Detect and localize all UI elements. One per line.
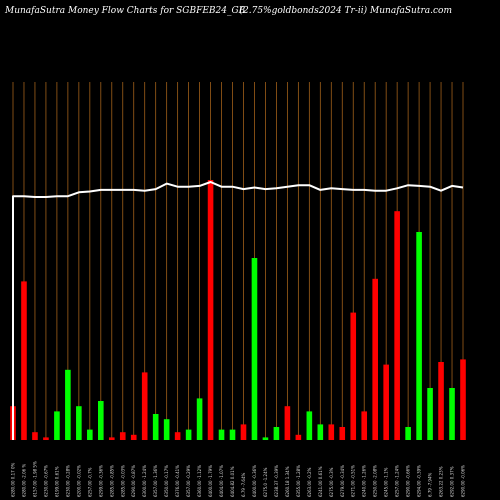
x-tick-label: 6290.00 -0.66% — [406, 465, 411, 497]
money-flow-bar — [405, 427, 411, 440]
x-tick-label: 6250.00 -2.08% — [373, 465, 378, 497]
x-tick-label: 6300.00 -1.24% — [142, 465, 147, 497]
money-flow-bar — [350, 312, 357, 440]
x-tick-label: 6.79 -7.94% — [428, 472, 433, 497]
x-tick-label: 6280.00 -2.06 % — [21, 464, 26, 497]
x-tick-label: 6275.00 -0.3% — [329, 467, 334, 497]
money-flow-bar — [427, 388, 433, 440]
money-flow-bar — [174, 432, 181, 440]
money-flow-bar — [152, 414, 159, 440]
money-flow-bar — [295, 434, 302, 440]
money-flow-bar — [416, 232, 422, 440]
x-tick-label: 6357.00 -0.29% — [186, 465, 191, 497]
x-tick-label: 6200.00 -0.02% — [76, 465, 81, 497]
money-flow-bar — [240, 424, 247, 440]
x-tick-label: 6245.00 -1.1% — [384, 467, 389, 497]
money-flow-bar — [284, 406, 291, 440]
x-tick-label: 6279.00 -0.34% — [340, 465, 345, 497]
money-flow-bar — [54, 411, 60, 440]
x-tick-label: 6275.0 -1.24% — [263, 467, 268, 497]
x-tick-label: 6230.00 -0.28% — [65, 465, 70, 497]
money-flow-bar — [43, 437, 49, 440]
money-flow-bar — [383, 364, 389, 440]
x-tick-label: 6240.00 -1.26% — [362, 465, 367, 497]
money-flow-bar — [218, 429, 225, 440]
x-tick-label: 6400.00 -0.36% — [252, 465, 257, 497]
x-tick-label: 6199.00 0.61% — [54, 466, 59, 497]
x-tick-label: 6257.00 -1.24% — [395, 465, 400, 497]
x-tick-label: 6360.00 -1.12% — [197, 465, 202, 497]
x-tick-label: 6355.00 -1.28% — [296, 465, 301, 497]
x-tick-label: 6290.00 -0.06% — [461, 465, 466, 497]
money-flow-bar — [98, 401, 104, 440]
money-flow-bar — [262, 437, 269, 440]
money-flow-bar — [449, 388, 455, 440]
x-tick-label: 6230.00 -0.67% — [43, 465, 48, 497]
money-flow-bar — [119, 432, 126, 440]
money-flow-bar — [372, 278, 378, 440]
money-flow-bar — [163, 419, 170, 440]
x-tick-label: 6404.82 0.01% — [230, 466, 235, 497]
money-flow-bar — [460, 359, 466, 440]
price-line-group — [12, 181, 464, 440]
x-tick-label: 6376.00 -0.41% — [175, 465, 180, 497]
money-flow-bar — [87, 429, 93, 440]
money-flow-bar — [273, 427, 280, 440]
money-flow-bar — [229, 429, 236, 440]
x-tick-label: 6290.00 -0.87% — [131, 465, 136, 497]
x-tick-label: 6241.00 0.61% — [318, 466, 323, 497]
x-tick-label: 6350.00 -0.17% — [164, 465, 169, 497]
money-flow-bar — [21, 281, 27, 440]
money-flow-bar — [65, 369, 71, 440]
x-tick-label: 6285.00 -0.85% — [109, 465, 114, 497]
x-tick-label: 6238.37 -0.39% — [274, 465, 279, 497]
money-flow-bar — [328, 424, 335, 440]
money-flow-bar — [317, 424, 324, 440]
x-tick-label: 6357.00 -1.36% — [153, 465, 158, 497]
money-flow-bar — [339, 427, 346, 440]
x-tick-label: 6.79 -7.64% — [241, 472, 246, 497]
money-flow-bar — [76, 406, 82, 440]
money-flow-bar — [130, 434, 137, 440]
x-tick-label: 6299.00 -0.36% — [98, 465, 103, 497]
x-tick-label: 6263.22 0.23% — [439, 466, 444, 497]
money-flow-bar — [207, 180, 214, 440]
money-flow-bar — [251, 258, 258, 440]
x-tick-label: 6260.18 1.34% — [285, 466, 290, 497]
chart-title: MunafaSutra Money Flow Charts for SGBFEB… — [5, 6, 246, 16]
money-flow-bar — [361, 411, 368, 440]
x-tick-label: 6400.00 -1.79% — [208, 465, 213, 497]
x-tick-label: 6404.00 -1.07% — [219, 465, 224, 497]
x-tick-label: 6157.00 -1.98 5% — [32, 461, 37, 497]
money-flow-bar — [141, 372, 148, 440]
x-tick-label: 6280.00 0.17 0% — [11, 462, 16, 497]
x-tick-label: 6257.00 -0.7% — [87, 467, 92, 497]
money-flow-bar — [32, 432, 38, 440]
x-tick-label: 6292.00 0.37% — [450, 466, 455, 497]
price-line — [12, 181, 464, 440]
money-flow-bar — [438, 362, 444, 440]
x-tick-label: 6271.00 -0.51% — [351, 465, 356, 497]
x-tick-label: 6263.00 -0.2% — [307, 467, 312, 497]
x-tick-label: 6285.00 -0.03% — [120, 465, 125, 497]
site-title: (2.75%goldbonds2024 Tr-ii) MunafaSutra.c… — [239, 6, 453, 16]
x-tick-label: 6294.00 -0.39% — [417, 465, 422, 497]
money-flow-bar — [394, 211, 400, 440]
money-flow-bar — [185, 429, 192, 440]
money-flow-bars — [10, 180, 466, 440]
money-flow-bar — [108, 437, 115, 440]
x-axis-labels: 6280.00 0.17 0% 6280.00 -2.06 % 6157.00 -1… — [11, 461, 466, 497]
money-flow-bar — [196, 398, 203, 440]
money-flow-bar — [306, 411, 313, 440]
